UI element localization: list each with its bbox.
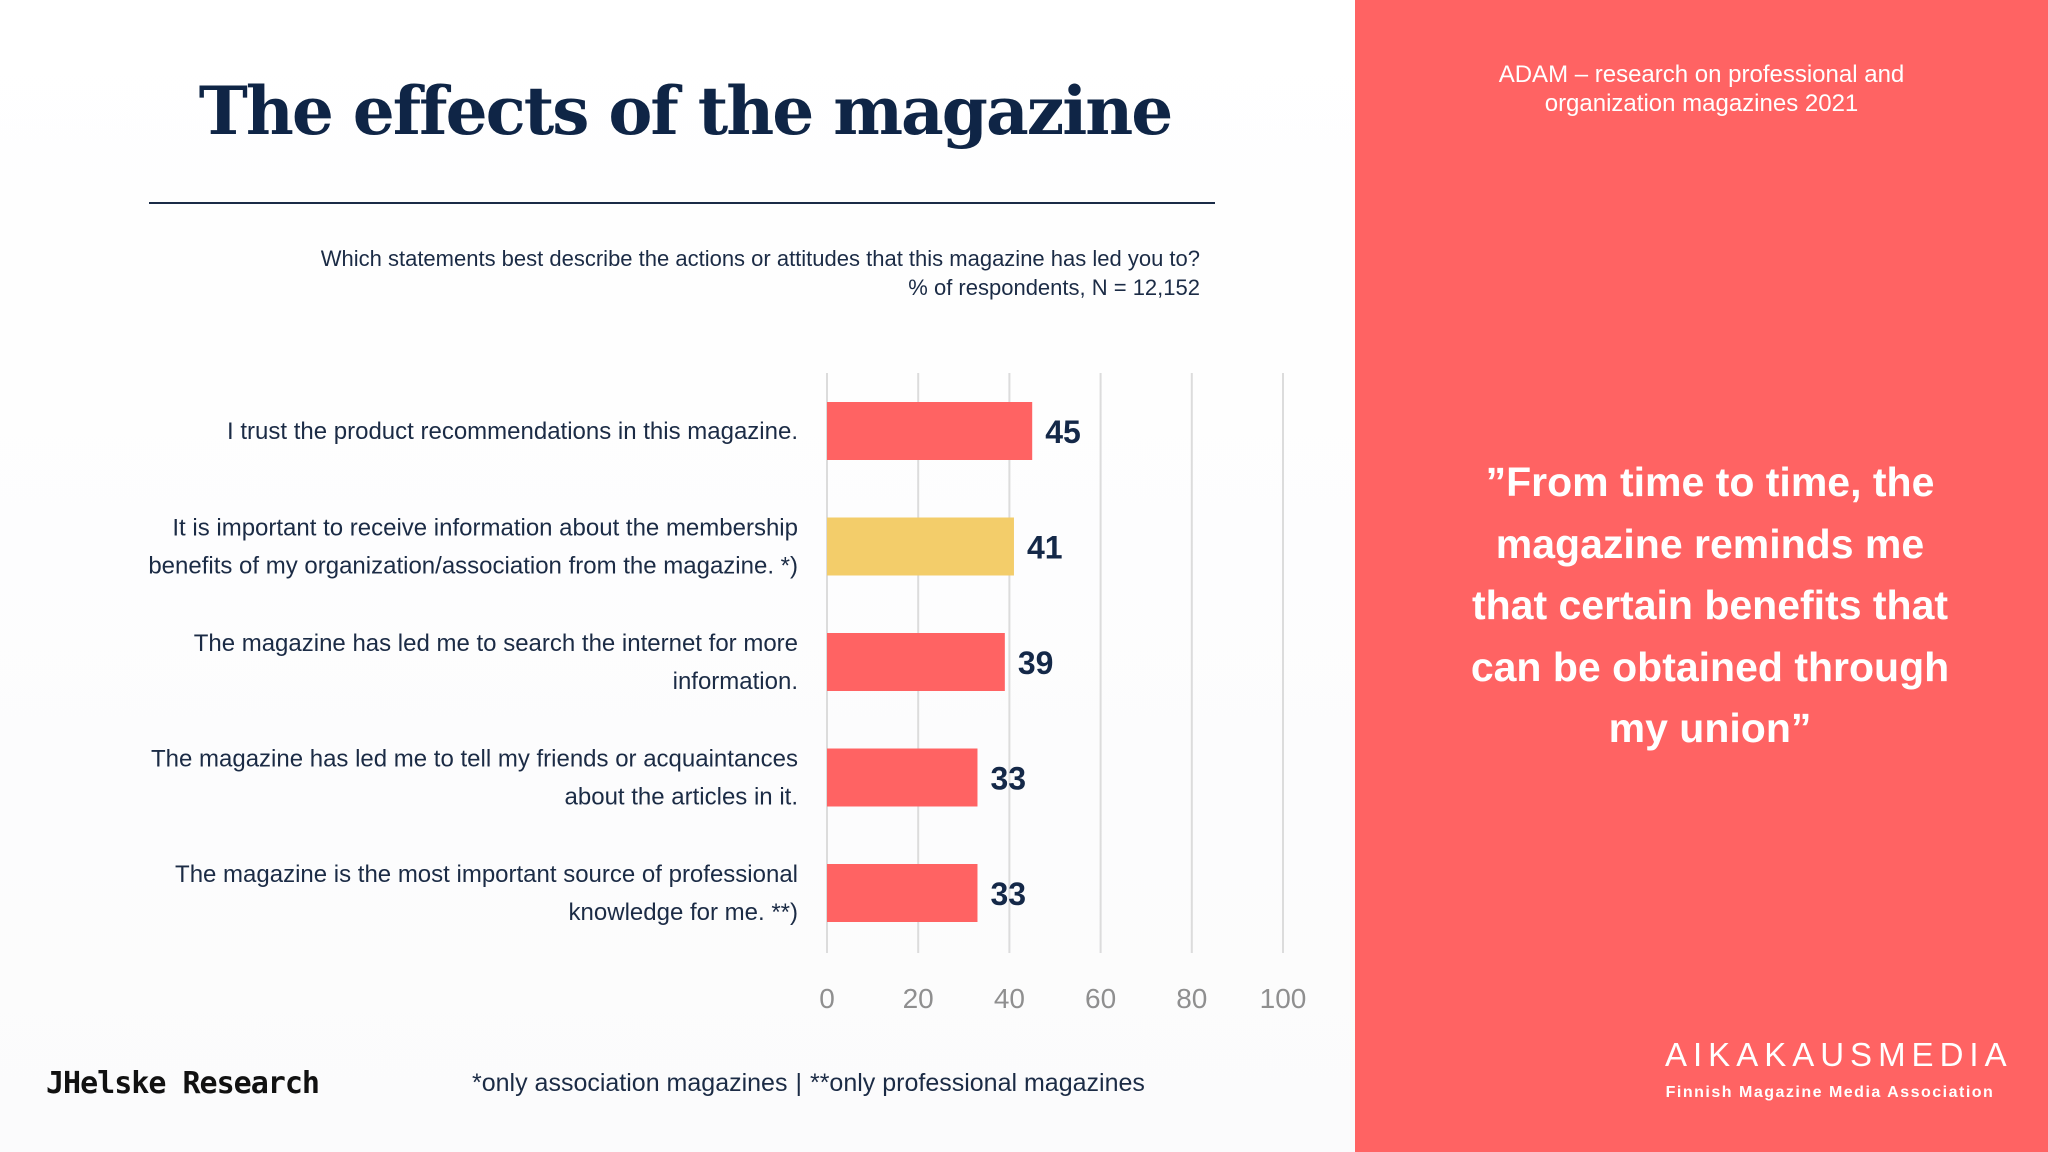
left-panel (0, 0, 1355, 1152)
jhelske-research-logo: JHelske Research (46, 1066, 320, 1101)
data-label: 45 (1045, 414, 1081, 450)
data-label: 33 (990, 761, 1026, 797)
category-label-line: benefits of my organization/association … (148, 553, 798, 580)
bar (827, 402, 1033, 460)
x-tick-label: 0 (819, 983, 835, 1014)
category-label: The magazine is the most important sourc… (175, 861, 798, 926)
research-caption-line1: ADAM – research on professional and (1498, 61, 1905, 88)
x-tick-label: 100 (1260, 983, 1307, 1014)
quote-line: that certain benefits that (1471, 582, 1949, 628)
research-caption: ADAM – research on professional and orga… (1355, 60, 2048, 118)
title-divider (149, 202, 1215, 204)
chart-question: Which statements best describe the actio… (321, 244, 1200, 302)
data-label: 39 (1018, 645, 1054, 681)
research-caption-line2: organization magazines 2021 (1544, 90, 1859, 117)
page-title: The effects of the magazine (198, 72, 1174, 150)
aikakausmedia-logo: AIKAKAUSMEDIA (1665, 1036, 2013, 1073)
bar (827, 517, 1014, 576)
bar-chart: 0 20 40 60 80 100 45 I trust the product recomm… (148, 373, 1307, 1014)
respondents-note: % of respondents, N = 12,152 (908, 275, 1200, 300)
right-panel (1355, 0, 2048, 1152)
data-label: 33 (990, 876, 1026, 912)
x-tick-label: 40 (994, 983, 1025, 1014)
bar (827, 864, 978, 922)
category-label-line: The magazine has led me to tell my frien… (151, 746, 798, 773)
question-text: Which statements best describe the actio… (320, 246, 1200, 271)
category-label: It is important to receive information a… (148, 515, 798, 580)
bar (827, 748, 978, 807)
quote-line: ”From time to time, the (1485, 459, 1935, 505)
data-label: 41 (1027, 530, 1063, 566)
quote-line: can be obtained through (1470, 643, 1950, 690)
quote-line: magazine reminds me (1495, 520, 1925, 567)
category-label-line: information. (673, 668, 798, 695)
footnote-association: *only association magazines (472, 1069, 788, 1097)
footnote-professional: **only professional magazines (809, 1069, 1145, 1097)
respondent-quote: ”From time to time, the magazine reminds… (1400, 452, 2020, 760)
footnote-separator: | (795, 1069, 802, 1097)
category-label-line: about the articles in it. (565, 784, 798, 811)
category-label: The magazine has led me to search the in… (194, 630, 798, 695)
x-tick-label: 80 (1176, 983, 1207, 1014)
category-label-line: I trust the product recommendations in t… (227, 418, 798, 445)
bar (827, 633, 1005, 691)
category-label: The magazine has led me to tell my frien… (151, 746, 798, 811)
quote-line: my union” (1608, 705, 1812, 751)
x-tick-label: 60 (1085, 983, 1116, 1014)
category-label-line: The magazine is the most important sourc… (175, 861, 798, 888)
category-label-line: It is important to receive information a… (172, 515, 798, 542)
aikakausmedia-subtitle: Finnish Magazine Media Association (1665, 1084, 1995, 1101)
x-tick-label: 20 (903, 983, 934, 1014)
category-label-line: knowledge for me. **) (569, 899, 798, 926)
category-label-line: The magazine has led me to search the in… (194, 630, 798, 657)
category-label: I trust the product recommendations in t… (227, 418, 798, 445)
footnote: *only association magazines | **only profe… (472, 1069, 1145, 1098)
